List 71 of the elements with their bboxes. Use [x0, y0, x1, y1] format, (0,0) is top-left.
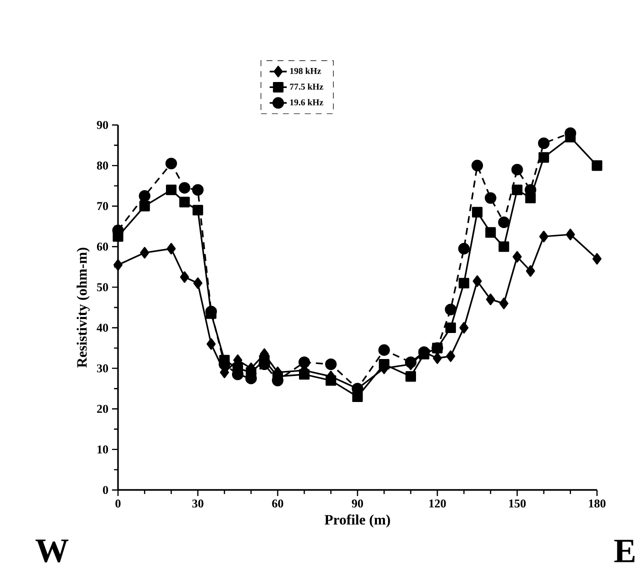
legend-label: 19.6 kHz [290, 99, 324, 106]
point [499, 298, 508, 310]
point [178, 182, 190, 194]
text: W [36, 540, 68, 562]
point [432, 352, 442, 364]
point [446, 350, 456, 362]
x-axis-title: Profile (m) [324, 514, 390, 528]
point [459, 322, 468, 334]
point [325, 358, 337, 370]
y-tick-label: 30 [97, 364, 108, 372]
point [498, 216, 510, 228]
point [566, 228, 575, 240]
x-tick-label: 150 [509, 499, 526, 508]
y-tick-label: 10 [98, 445, 108, 454]
point [193, 277, 202, 289]
point [206, 338, 216, 350]
point [165, 158, 178, 170]
x-tick-label: 60 [272, 499, 284, 508]
point [471, 160, 484, 172]
point [486, 294, 496, 306]
x-tick-label: 0 [115, 499, 121, 508]
point [378, 358, 390, 370]
point [166, 184, 177, 196]
point [444, 304, 456, 316]
point [166, 242, 176, 254]
point [472, 275, 482, 287]
legend-label: 77.5 kHz [290, 83, 324, 90]
point [139, 200, 150, 212]
point [539, 230, 548, 242]
point [592, 160, 602, 171]
point [484, 192, 496, 204]
point [458, 242, 470, 254]
point [299, 369, 310, 380]
point [180, 271, 190, 283]
point [140, 246, 150, 259]
y-tick-label: 20 [97, 404, 108, 413]
legend-label: 198 kHz [290, 68, 321, 74]
point [138, 190, 150, 202]
y-tick-label: 0 [102, 486, 108, 494]
x-tick-label: 180 [588, 499, 606, 508]
point [538, 152, 550, 163]
point [113, 259, 123, 271]
point [512, 251, 522, 263]
point [485, 227, 496, 238]
point [405, 371, 416, 382]
point [526, 265, 536, 277]
x-tick-label: 90 [352, 499, 364, 508]
y-tick-label: 70 [97, 202, 108, 210]
y-tick-label: 40 [96, 324, 108, 332]
point [298, 356, 310, 368]
point [179, 196, 190, 208]
point [498, 241, 510, 252]
point [592, 253, 602, 265]
point [326, 375, 336, 386]
point [458, 278, 470, 288]
y-tick-label: 60 [96, 242, 108, 251]
point [192, 184, 204, 196]
x-tick-label: 30 [192, 499, 204, 508]
y-tick-label: 90 [96, 120, 108, 130]
point [378, 344, 390, 356]
point [445, 322, 456, 334]
y-tick-label: 50 [97, 283, 108, 292]
text: E [614, 540, 635, 562]
point [192, 204, 204, 216]
point [512, 184, 522, 196]
y-tick-label: 80 [96, 162, 108, 170]
x-tick-label: 120 [429, 499, 446, 508]
point [511, 164, 523, 176]
point [538, 137, 550, 150]
point [472, 206, 483, 218]
y-axis-title: Resistivity (ohm-m) [76, 248, 90, 368]
